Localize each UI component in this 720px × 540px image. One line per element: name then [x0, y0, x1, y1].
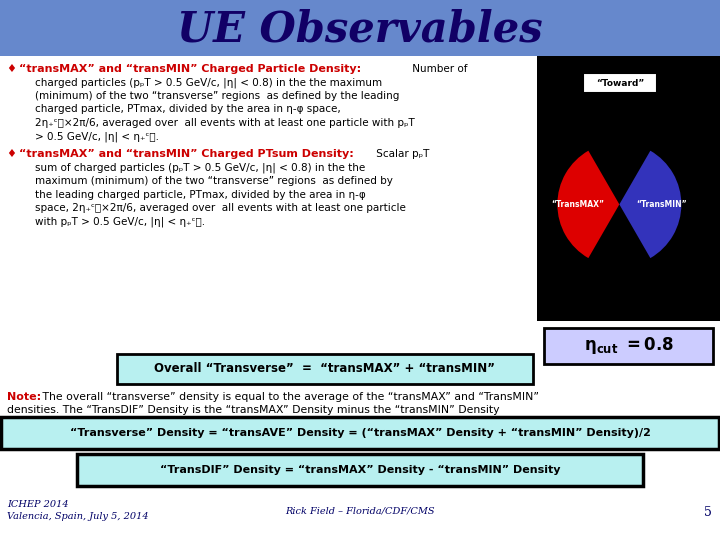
Text: The overall “transverse” density is equal to the average of the “transMAX” and “: The overall “transverse” density is equa… [39, 392, 539, 402]
Text: 5: 5 [704, 506, 712, 519]
FancyBboxPatch shape [544, 328, 713, 364]
Text: “transMAX” and “transMIN” Charged Particle Density:: “transMAX” and “transMIN” Charged Partic… [19, 64, 361, 74]
FancyBboxPatch shape [117, 354, 533, 384]
Text: > 0.5 GeV/c, |η| < η₊ᶜᶘ.: > 0.5 GeV/c, |η| < η₊ᶜᶘ. [35, 132, 159, 142]
Text: space, 2η₊ᶜᶘ×2π/6, averaged over  all events with at least one particle: space, 2η₊ᶜᶘ×2π/6, averaged over all eve… [35, 203, 406, 213]
FancyBboxPatch shape [77, 454, 643, 486]
Text: 2η₊ᶜᶘ×2π/6, averaged over  all events with at least one particle with pₚT: 2η₊ᶜᶘ×2π/6, averaged over all events wit… [35, 118, 415, 128]
Text: Overall “Transverse”  =  “transMAX” + “transMIN”: Overall “Transverse” = “transMAX” + “tra… [155, 362, 495, 375]
Text: Rick Field – Florida/CDF/CMS: Rick Field – Florida/CDF/CMS [285, 506, 435, 515]
Text: ♦: ♦ [7, 64, 21, 74]
Text: Valencia, Spain, July 5, 2014: Valencia, Spain, July 5, 2014 [7, 512, 148, 521]
Text: UE Observables: UE Observables [177, 9, 543, 51]
Text: maximum (minimum) of the two “transverse” regions  as defined by: maximum (minimum) of the two “transverse… [35, 176, 393, 186]
Text: sum of charged particles (pₚT > 0.5 GeV/c, |η| < 0.8) in the the: sum of charged particles (pₚT > 0.5 GeV/… [35, 163, 365, 173]
Text: Scalar pₚT: Scalar pₚT [373, 149, 429, 159]
Text: charged particle, PTmax, divided by the area in η-φ space,: charged particle, PTmax, divided by the … [35, 105, 341, 114]
Polygon shape [0, 0, 720, 56]
FancyBboxPatch shape [583, 73, 657, 93]
Text: with pₚT > 0.5 GeV/c, |η| < η₊ᶜᶘ.: with pₚT > 0.5 GeV/c, |η| < η₊ᶜᶘ. [35, 217, 205, 227]
Text: Number of: Number of [409, 64, 467, 74]
Text: ♦: ♦ [7, 149, 21, 159]
Text: “Toward”: “Toward” [596, 78, 644, 87]
Polygon shape [0, 56, 720, 540]
Text: “TransMIN”: “TransMIN” [636, 200, 687, 209]
Wedge shape [557, 151, 619, 258]
FancyBboxPatch shape [1, 417, 719, 449]
Text: densities. The “TransDIF” Density is the “transMAX” Density minus the “transMIN”: densities. The “TransDIF” Density is the… [7, 405, 500, 415]
Text: “Transverse” Density = “transAVE” Density = (“transMAX” Density + “transMIN” Den: “Transverse” Density = “transAVE” Densit… [70, 428, 650, 438]
Wedge shape [619, 151, 681, 258]
Text: “transMAX” and “transMIN” Charged PTsum Density:: “transMAX” and “transMIN” Charged PTsum … [19, 149, 354, 159]
Text: ICHEP 2014: ICHEP 2014 [7, 500, 68, 509]
Text: charged particles (pₚT > 0.5 GeV/c, |η| < 0.8) in the the maximum: charged particles (pₚT > 0.5 GeV/c, |η| … [35, 78, 382, 88]
Polygon shape [537, 56, 720, 321]
Text: $\mathbf{\eta_{cut}}$ $\mathbf{= 0.8}$: $\mathbf{\eta_{cut}}$ $\mathbf{= 0.8}$ [584, 335, 673, 356]
Text: “TransDIF” Density = “transMAX” Density - “transMIN” Density: “TransDIF” Density = “transMAX” Density … [160, 465, 560, 475]
Text: “TransMAX”: “TransMAX” [551, 200, 604, 209]
Text: (minimum) of the two “transverse” regions  as defined by the leading: (minimum) of the two “transverse” region… [35, 91, 400, 101]
Text: Note:: Note: [7, 392, 41, 402]
Text: the leading charged particle, PTmax, divided by the area in η-φ: the leading charged particle, PTmax, div… [35, 190, 366, 199]
